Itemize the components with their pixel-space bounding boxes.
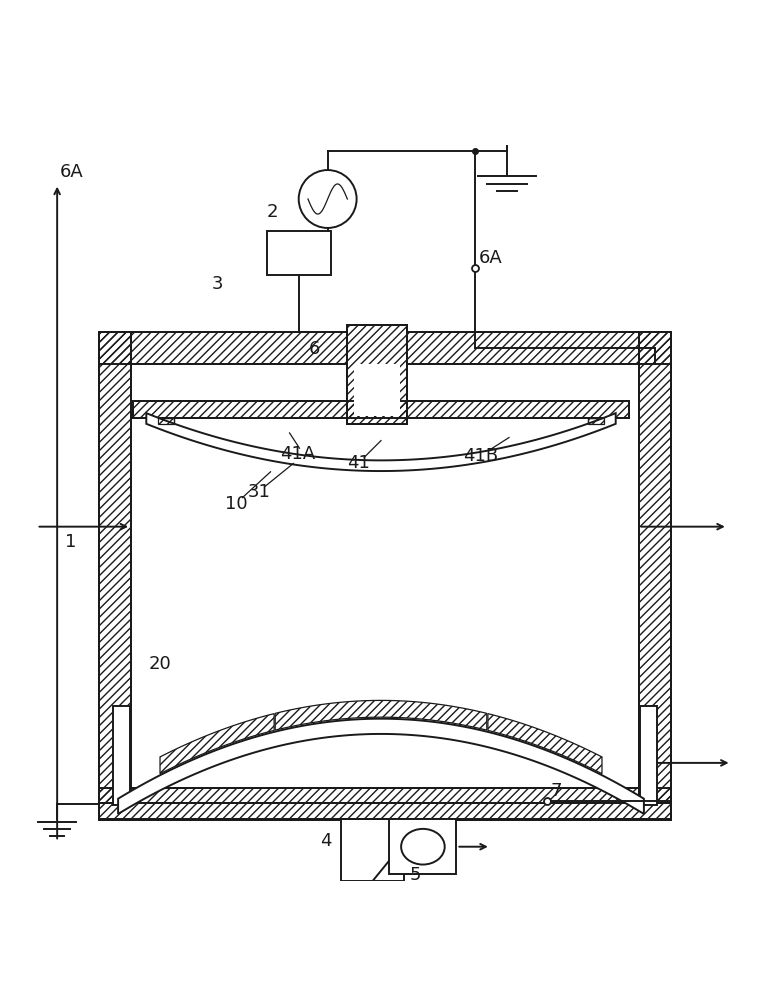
Polygon shape bbox=[146, 413, 616, 471]
Text: 6: 6 bbox=[309, 340, 320, 358]
Text: 7: 7 bbox=[550, 782, 562, 800]
Text: 3: 3 bbox=[212, 275, 223, 293]
Bar bbox=[640, 706, 657, 805]
Text: 41B: 41B bbox=[463, 447, 498, 465]
Polygon shape bbox=[99, 332, 131, 820]
Polygon shape bbox=[133, 401, 629, 418]
Polygon shape bbox=[347, 325, 407, 424]
Polygon shape bbox=[160, 714, 274, 774]
Text: 41A: 41A bbox=[280, 445, 315, 463]
Polygon shape bbox=[158, 418, 174, 424]
Text: 10: 10 bbox=[225, 495, 248, 513]
Text: 31: 31 bbox=[248, 483, 271, 501]
Text: 5: 5 bbox=[409, 866, 421, 884]
Bar bbox=[354, 364, 400, 416]
Bar bbox=[267, 231, 331, 275]
Polygon shape bbox=[488, 714, 602, 774]
Text: 6A: 6A bbox=[479, 249, 502, 267]
Text: 1: 1 bbox=[65, 533, 76, 551]
Polygon shape bbox=[639, 332, 671, 820]
Polygon shape bbox=[99, 803, 671, 819]
Polygon shape bbox=[275, 700, 487, 730]
Text: 20: 20 bbox=[149, 655, 171, 673]
Polygon shape bbox=[588, 418, 604, 424]
Bar bbox=[341, 819, 404, 881]
Bar bbox=[389, 819, 456, 874]
Polygon shape bbox=[99, 332, 671, 364]
Text: 4: 4 bbox=[320, 832, 331, 850]
Text: 6A: 6A bbox=[59, 163, 83, 181]
Bar bbox=[113, 706, 130, 805]
Polygon shape bbox=[99, 788, 671, 820]
Polygon shape bbox=[118, 719, 644, 814]
Text: 41: 41 bbox=[347, 454, 370, 472]
Text: 2: 2 bbox=[267, 203, 278, 221]
